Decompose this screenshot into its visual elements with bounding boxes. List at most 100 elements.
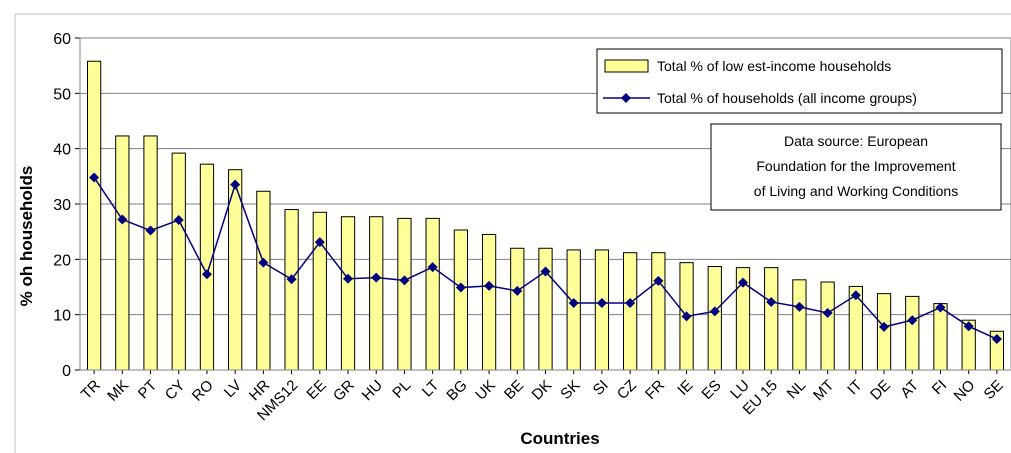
legend: Total % of low est-income households Tot… <box>596 48 1003 114</box>
category-label: MT <box>810 377 837 404</box>
category-label: CZ <box>614 377 640 403</box>
line-point <box>850 290 861 301</box>
y-tick-label: 60 <box>53 31 71 48</box>
category-label: BG <box>443 377 470 404</box>
legend-box <box>596 48 1003 114</box>
category-label: SE <box>981 377 1007 403</box>
line-point <box>568 298 579 309</box>
line-point <box>117 214 128 225</box>
bar <box>510 247 525 371</box>
category-label: FI <box>929 377 950 398</box>
line-point <box>145 225 156 236</box>
category-label: UK <box>472 377 499 404</box>
category-label: IT <box>844 377 865 398</box>
data-source-line-1: Data source: European <box>784 133 928 149</box>
bar <box>764 267 779 371</box>
category-label: BE <box>501 377 527 403</box>
plot-area-frame <box>79 37 1011 371</box>
y-axis-title: % oh households <box>17 166 36 307</box>
line-point <box>879 321 890 332</box>
line-point <box>201 269 212 280</box>
bar <box>651 252 666 371</box>
category-label: PT <box>135 377 161 403</box>
bar <box>792 279 807 371</box>
line-point <box>343 273 354 284</box>
bar <box>820 281 835 371</box>
bar <box>256 190 271 371</box>
bar <box>905 295 920 371</box>
bar-series <box>86 60 1005 371</box>
line-point <box>991 334 1002 345</box>
category-label: RO <box>189 377 217 405</box>
bar <box>623 252 638 371</box>
bar <box>453 229 468 371</box>
category-label: LT <box>419 377 443 401</box>
line-point <box>794 301 805 312</box>
legend-line-marker <box>621 93 631 103</box>
category-label: DK <box>529 377 556 404</box>
bar <box>199 163 215 371</box>
category-label: CY <box>162 377 189 404</box>
y-tick-label: 50 <box>53 86 71 103</box>
legend-line-label: Total % of households (all income groups… <box>657 90 917 106</box>
line-point <box>399 275 410 286</box>
legend-bar-label: Total % of low est-income households <box>657 58 891 74</box>
y-tick-label: 40 <box>53 142 71 159</box>
category-label: ES <box>698 377 724 403</box>
category-label: FR <box>642 377 668 403</box>
line-point <box>737 277 748 288</box>
line-point <box>512 285 523 296</box>
line-point <box>935 302 946 313</box>
category-label: GR <box>330 377 358 405</box>
data-source-note: Data source: European Foundation for the… <box>710 123 1002 211</box>
bar <box>115 135 130 371</box>
line-point <box>540 266 551 277</box>
bar <box>707 266 722 371</box>
x-axis-title: Countries <box>520 429 599 448</box>
bar <box>284 209 299 371</box>
category-label: SK <box>557 377 583 403</box>
line-point <box>89 172 100 183</box>
category-label: MK <box>104 377 132 405</box>
category-label: PL <box>389 377 414 402</box>
bar <box>594 249 610 371</box>
category-label: NO <box>951 377 979 405</box>
bar <box>143 135 158 371</box>
category-label: IE <box>674 377 696 399</box>
line-point <box>173 215 184 226</box>
line-point <box>907 315 918 326</box>
y-axis-ticks: 0 10 20 30 40 50 60 <box>53 31 80 380</box>
line-point <box>625 298 636 309</box>
legend-bar-swatch <box>604 59 649 73</box>
bar <box>481 233 497 371</box>
line-point <box>963 321 974 332</box>
bar <box>933 303 948 371</box>
line-point <box>653 275 664 286</box>
bar <box>312 211 327 371</box>
y-tick-label: 10 <box>53 308 71 325</box>
line-point <box>258 257 269 268</box>
bar <box>86 60 102 371</box>
line-point <box>822 308 833 319</box>
line-point <box>230 179 241 190</box>
line-point <box>766 296 777 307</box>
bar <box>171 152 186 371</box>
category-label: NL <box>784 377 810 403</box>
category-label: SI <box>590 377 612 399</box>
category-label: TR <box>78 377 104 403</box>
y-tick-label: 20 <box>53 252 71 269</box>
category-label: HU <box>359 377 386 404</box>
line-point <box>681 311 692 322</box>
line-point <box>709 306 720 317</box>
category-label: DE <box>867 377 894 404</box>
category-label: LV <box>221 377 245 401</box>
bar <box>425 217 440 371</box>
data-source-line-2: Foundation for the Improvement <box>756 158 955 174</box>
line-point <box>484 280 495 291</box>
data-source-box <box>710 123 1002 211</box>
y-tick-label: 0 <box>62 363 71 380</box>
bar <box>566 249 581 371</box>
category-label: EE <box>303 377 329 403</box>
